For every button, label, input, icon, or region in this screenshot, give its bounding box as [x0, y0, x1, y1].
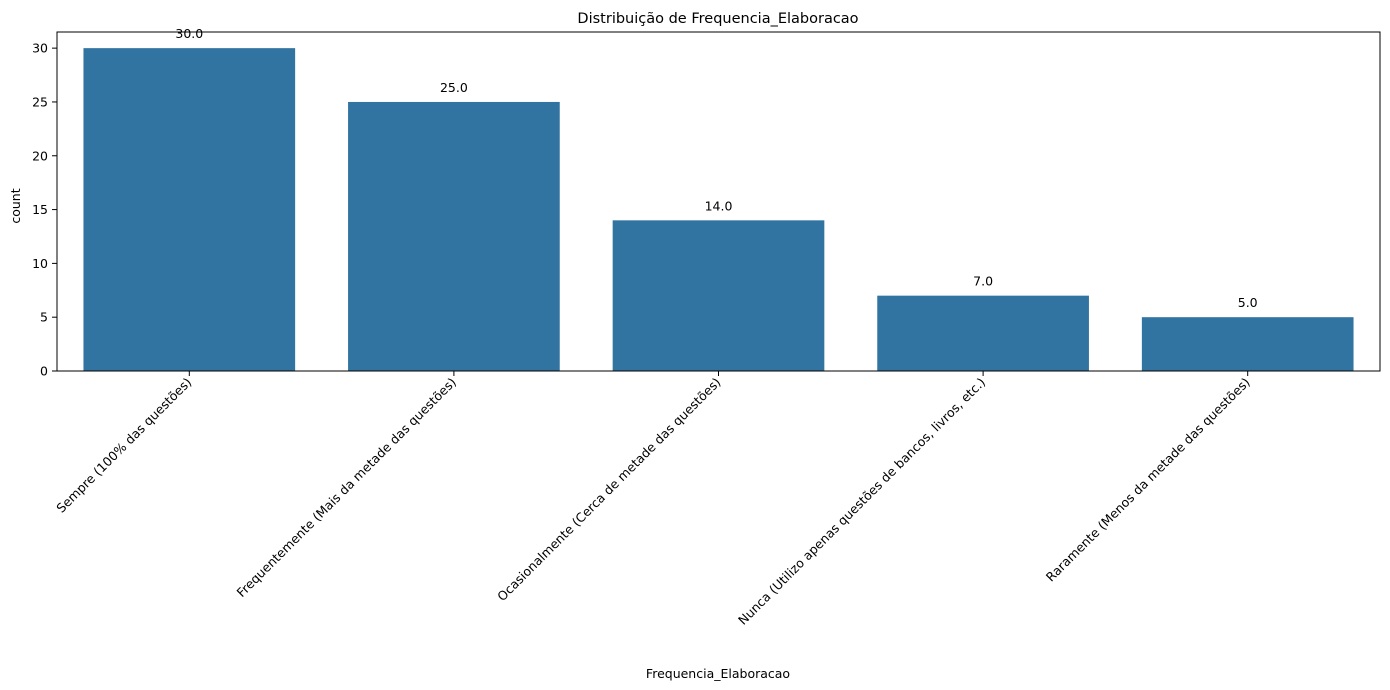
- y-tick-label: 0: [40, 364, 48, 379]
- x-axis: Sempre (100% das questões) Frequentemente…: [53, 371, 1253, 628]
- y-tick-label: 25: [32, 94, 48, 109]
- bar-value-label: 5.0: [1238, 295, 1258, 310]
- bar: [877, 295, 1089, 371]
- x-tick-label: Raramente (Menos da metade das questões): [1043, 375, 1253, 585]
- bar-value-label: 14.0: [705, 198, 733, 213]
- bar-value-label: 30.0: [175, 26, 203, 41]
- bar-value-label: 25.0: [440, 80, 468, 95]
- y-axis-label: count: [8, 188, 23, 223]
- bar-value-label: 7.0: [973, 274, 993, 289]
- bar: [83, 48, 296, 372]
- y-tick-label: 20: [32, 148, 48, 163]
- x-tick-label: Ocasionalmente (Cerca de metade das ques…: [494, 375, 723, 604]
- x-axis-label: Frequencia_Elaboracao: [646, 666, 790, 681]
- y-tick-label: 30: [32, 41, 48, 56]
- x-tick-label: Sempre (100% das questões): [53, 375, 194, 516]
- bar: [1141, 317, 1354, 371]
- y-tick-label: 15: [32, 202, 48, 217]
- x-tick-label: Nunca (Utilizo apenas questões de bancos…: [735, 375, 988, 628]
- bars-group: [83, 48, 1354, 372]
- y-tick-label: 10: [32, 256, 48, 271]
- plot-frame: [56, 31, 1381, 372]
- bar: [348, 101, 560, 371]
- y-axis: 0 5 10 15 20 25 30: [32, 41, 57, 379]
- chart-title: Distribuição de Frequencia_Elaboracao: [577, 11, 858, 27]
- value-labels-group: 30.0 25.0 14.0 7.0 5.0: [175, 26, 1257, 310]
- y-tick-label: 5: [40, 310, 48, 325]
- x-tick-label: Frequentemente (Mais da metade das quest…: [234, 375, 460, 601]
- bar: [612, 220, 825, 371]
